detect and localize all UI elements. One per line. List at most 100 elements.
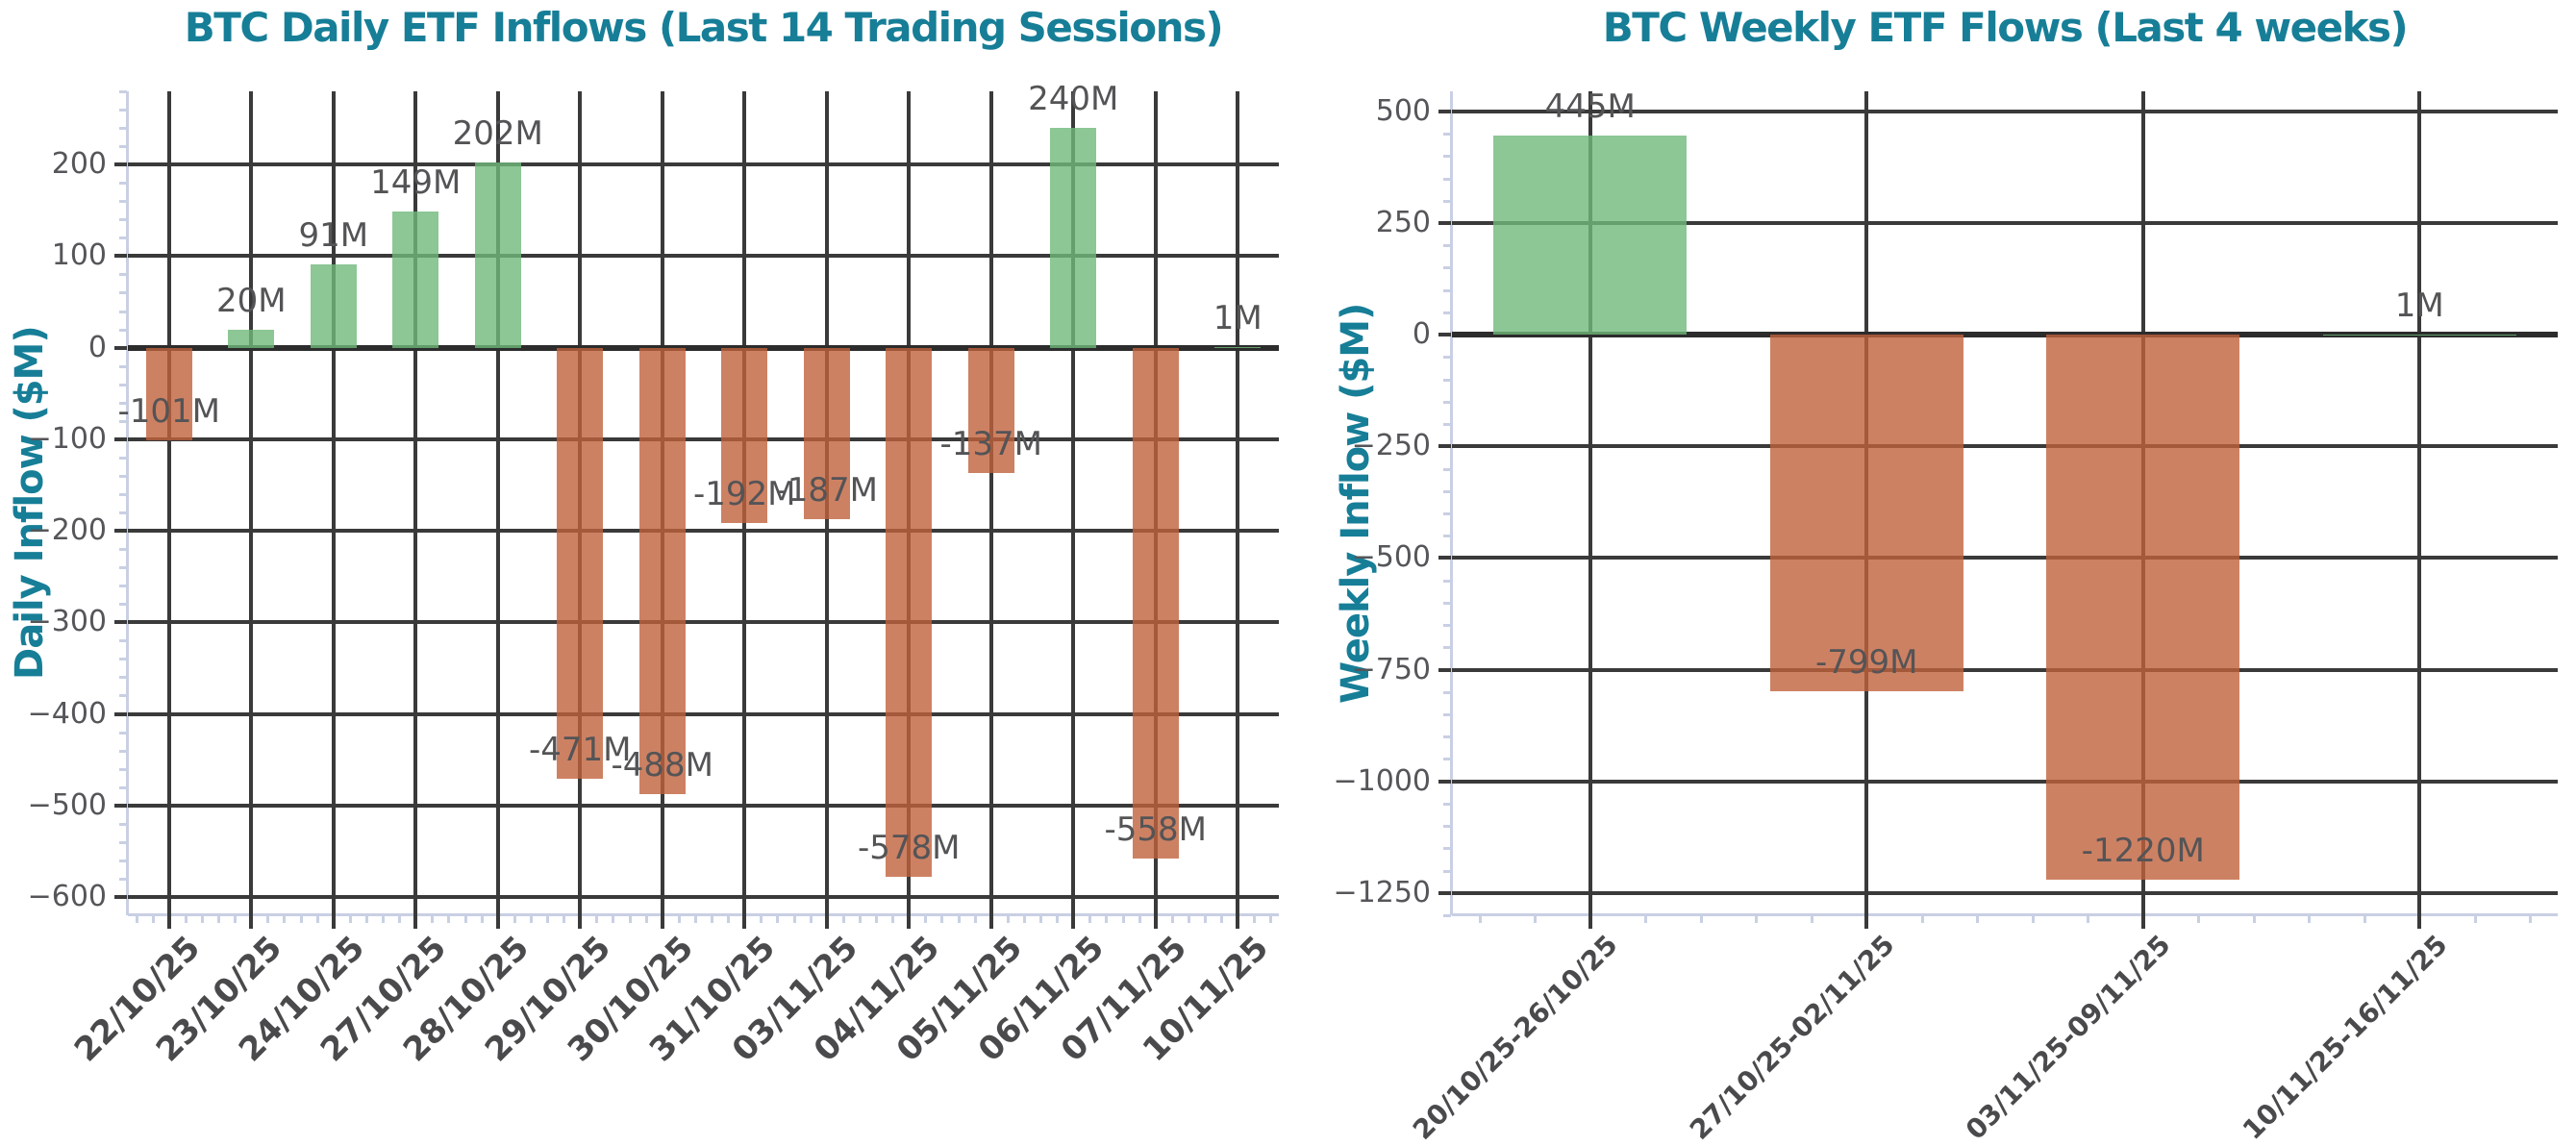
y-minor-tick — [119, 749, 127, 753]
y-minor-tick — [119, 90, 127, 93]
x-minor-tick — [2529, 915, 2533, 923]
x-minor-tick — [595, 915, 599, 923]
y-major-tick — [114, 711, 127, 716]
v-gridline — [1236, 91, 1240, 915]
x-minor-tick — [1220, 915, 1224, 923]
x-major-tick — [2140, 915, 2145, 929]
bar-value-label: -101M — [117, 391, 221, 431]
x-minor-tick — [2031, 915, 2035, 923]
x-minor-tick — [1105, 915, 1109, 923]
x-major-tick — [1071, 915, 1076, 929]
y-minor-tick — [1443, 758, 1451, 761]
y-minor-tick — [1443, 423, 1451, 427]
x-major-tick — [166, 915, 171, 929]
y-tick-label: −100 — [27, 421, 107, 456]
y-major-tick — [1438, 221, 1451, 226]
y-minor-tick — [119, 273, 127, 277]
x-minor-tick — [1810, 915, 1813, 923]
y-major-tick — [1438, 109, 1451, 113]
btc-daily-etf-inflows-chart: BTC Daily ETF Inflows (Last 14 Trading S… — [0, 0, 1293, 1130]
x-minor-tick — [2473, 915, 2477, 923]
y-minor-tick — [119, 548, 127, 552]
x-major-tick — [907, 915, 912, 929]
x-minor-tick — [2308, 915, 2312, 923]
y-minor-tick — [119, 859, 127, 862]
y-minor-tick — [119, 200, 127, 204]
x-minor-tick — [184, 915, 188, 923]
bar-value-label: 445M — [1544, 87, 1636, 127]
x-minor-tick — [151, 915, 155, 923]
y-minor-tick — [119, 639, 127, 643]
y-minor-tick — [1443, 288, 1451, 292]
x-tick-label: 10/11/25-16/11/25 — [2236, 929, 2454, 1146]
x-minor-tick — [546, 915, 550, 923]
y-major-tick — [1438, 779, 1451, 784]
y-axis-spine — [126, 91, 129, 915]
y-minor-tick — [119, 291, 127, 295]
y-tick-label: −1250 — [1333, 875, 1431, 909]
x-tick-label: 03/11/25-09/11/25 — [1960, 929, 2178, 1146]
bar-value-label: -471M — [529, 731, 632, 770]
y-tick-label: −1000 — [1333, 763, 1431, 798]
x-minor-tick — [1039, 915, 1043, 923]
x-major-tick — [742, 915, 747, 929]
y-minor-tick — [119, 731, 127, 735]
y-minor-tick — [119, 785, 127, 789]
y-axis-spine — [1450, 91, 1453, 915]
h-gridline — [1452, 779, 2558, 784]
bar-negative — [638, 347, 686, 795]
y-major-tick — [1438, 333, 1451, 337]
bar-value-label: -799M — [1815, 643, 1918, 683]
bar-value-label: 149M — [370, 162, 462, 202]
x-minor-tick — [563, 915, 566, 923]
y-tick-label: 500 — [1375, 93, 1431, 128]
x-minor-tick — [957, 915, 961, 923]
y-tick-label: −500 — [1351, 540, 1431, 575]
chart-title: BTC Weekly ETF Flows (Last 4 weeks) — [1602, 4, 2409, 51]
x-major-tick — [495, 915, 500, 929]
y-tick-label: 100 — [51, 238, 107, 273]
v-gridline — [495, 91, 500, 915]
y-minor-tick — [119, 676, 127, 680]
y-minor-tick — [1443, 356, 1451, 360]
x-minor-tick — [1534, 915, 1538, 923]
bar-negative — [967, 347, 1014, 474]
y-minor-tick — [119, 767, 127, 771]
x-axis-spine — [1452, 913, 2558, 916]
x-minor-tick — [760, 915, 763, 923]
x-major-tick — [1588, 915, 1592, 929]
x-minor-tick — [776, 915, 780, 923]
y-minor-tick — [119, 492, 127, 496]
h-gridline — [128, 711, 1279, 716]
bar-negative — [721, 347, 768, 524]
x-tick-label: 27/10/25-02/11/25 — [1683, 929, 1901, 1146]
y-minor-tick — [1443, 712, 1451, 716]
x-minor-tick — [398, 915, 402, 923]
x-minor-tick — [792, 915, 796, 923]
y-tick-label: −400 — [27, 696, 107, 731]
x-minor-tick — [1006, 915, 1010, 923]
x-minor-tick — [727, 915, 731, 923]
plot-area: 500 250 0 −250 −500 −750 −1000 −1250 445M -799M -1… — [1334, 87, 2558, 1146]
x-axis-spine — [128, 913, 1279, 916]
x-minor-tick — [1755, 915, 1759, 923]
h-gridline — [1452, 109, 2558, 113]
x-minor-tick — [875, 915, 879, 923]
x-minor-tick — [2087, 915, 2090, 923]
x-minor-tick — [463, 915, 467, 923]
y-minor-tick — [119, 310, 127, 313]
y-minor-tick — [119, 364, 127, 368]
x-minor-tick — [447, 915, 451, 923]
bar-value-label: -137M — [939, 425, 1043, 464]
x-minor-tick — [693, 915, 697, 923]
x-minor-tick — [1478, 915, 1482, 923]
zero-line — [128, 344, 1279, 351]
y-minor-tick — [119, 218, 127, 222]
y-tick-label: −200 — [27, 513, 107, 548]
x-minor-tick — [628, 915, 632, 923]
v-gridline — [1071, 91, 1076, 915]
y-tick-label: 0 — [1412, 317, 1431, 352]
y-tick-label: −500 — [27, 787, 107, 822]
x-minor-tick — [315, 915, 319, 923]
y-minor-tick — [1443, 266, 1451, 270]
